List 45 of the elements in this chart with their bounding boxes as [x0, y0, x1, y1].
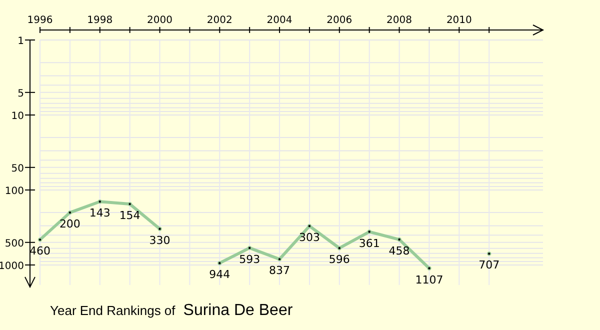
data-label: 944 [209, 268, 230, 282]
point [337, 246, 342, 250]
point [38, 238, 42, 242]
text: Year End Rankings of [50, 303, 176, 318]
data-label: 361 [358, 236, 380, 250]
data-label: 837 [269, 264, 290, 278]
x-tick-label: 2010 [446, 15, 472, 26]
x-tick-label: 2002 [206, 15, 232, 26]
point [427, 266, 432, 270]
point [218, 260, 222, 266]
point [98, 200, 102, 204]
y-tick-label: 10 [11, 110, 24, 122]
point [128, 202, 132, 206]
point [158, 226, 162, 231]
text: Surina De Beer [183, 302, 294, 319]
data-label: 330 [149, 234, 170, 247]
y-tick-label: 50 [11, 163, 24, 174]
y-tick-label: 5 [18, 88, 24, 100]
x-tick-label: 1996 [27, 15, 53, 26]
x-tick-label: 2008 [386, 15, 412, 26]
x-tick-label: 2006 [326, 15, 352, 26]
data-label: 1107 [415, 273, 444, 286]
x-tick-label: 1998 [87, 15, 113, 26]
data-label: 154 [119, 209, 140, 222]
point [307, 224, 312, 228]
y-tick-label: 1 [18, 36, 24, 47]
point [247, 246, 252, 250]
data-label: 200 [59, 218, 80, 231]
data-label: 458 [388, 244, 410, 258]
y-tick-label: 500 [4, 238, 24, 250]
data-label: 707 [478, 258, 500, 272]
data-label: 596 [328, 253, 350, 266]
point [68, 210, 72, 215]
y-tick-label: 1000 [0, 260, 24, 272]
x-tick-label: 2000 [147, 15, 172, 26]
data-label: 593 [239, 252, 260, 266]
data-label: 460 [30, 244, 50, 258]
point [367, 230, 372, 234]
point [277, 257, 282, 262]
y-tick-label: 100 [4, 186, 24, 197]
x-tick-label: 2004 [266, 15, 292, 26]
point [397, 237, 402, 242]
data-label: 303 [298, 231, 320, 244]
data-label: 143 [89, 206, 110, 220]
point [487, 252, 492, 256]
